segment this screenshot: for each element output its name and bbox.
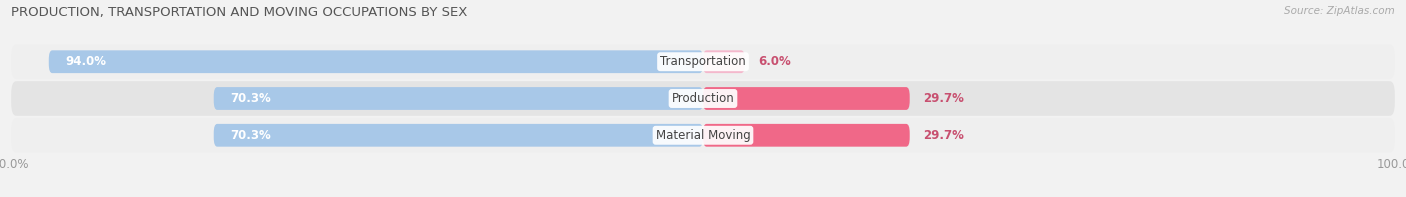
Text: Material Moving: Material Moving [655,129,751,142]
Text: Source: ZipAtlas.com: Source: ZipAtlas.com [1284,6,1395,16]
Text: Production: Production [672,92,734,105]
Text: 70.3%: 70.3% [231,129,271,142]
Text: 94.0%: 94.0% [66,55,107,68]
FancyBboxPatch shape [11,45,1395,79]
FancyBboxPatch shape [11,81,1395,116]
FancyBboxPatch shape [214,124,703,147]
FancyBboxPatch shape [49,50,703,73]
FancyBboxPatch shape [703,50,745,73]
Text: 29.7%: 29.7% [924,129,965,142]
Text: 70.3%: 70.3% [231,92,271,105]
FancyBboxPatch shape [703,124,910,147]
FancyBboxPatch shape [703,87,910,110]
FancyBboxPatch shape [214,87,703,110]
Text: 29.7%: 29.7% [924,92,965,105]
FancyBboxPatch shape [11,118,1395,152]
Text: PRODUCTION, TRANSPORTATION AND MOVING OCCUPATIONS BY SEX: PRODUCTION, TRANSPORTATION AND MOVING OC… [11,6,468,19]
Text: Transportation: Transportation [661,55,745,68]
Text: 6.0%: 6.0% [759,55,792,68]
